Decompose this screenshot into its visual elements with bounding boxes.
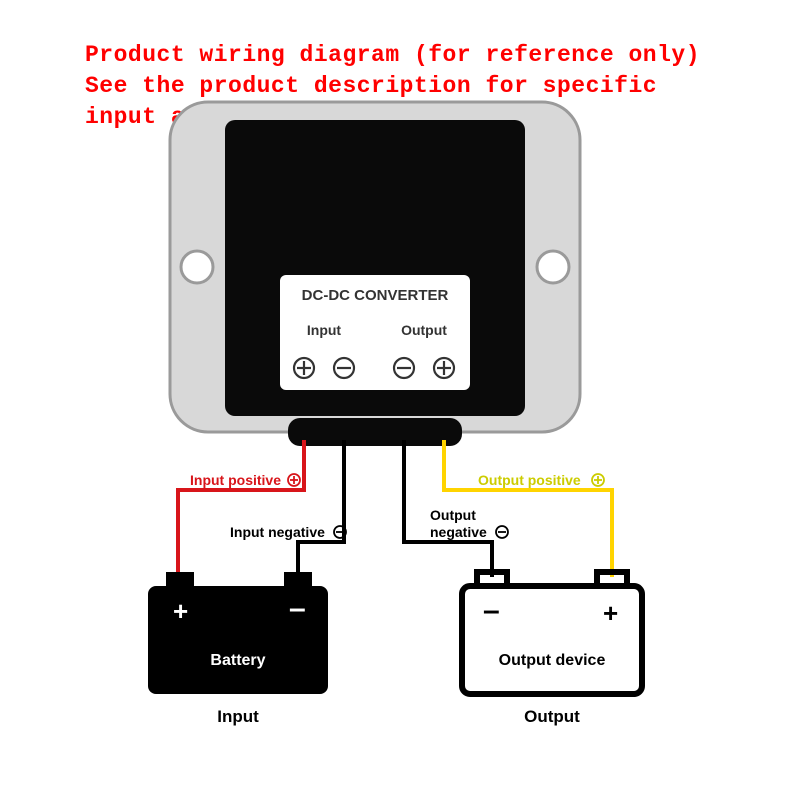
battery-label: Battery [210,652,265,669]
wire-label-output-negative-l2: negative [430,524,487,540]
svg-text:+: + [603,598,618,628]
battery-sublabel: Input [217,707,259,726]
svg-text:–: – [289,592,306,625]
wire-input-positive [178,440,304,577]
converter-output-label: Output [401,322,447,338]
converter-input-label: Input [307,322,342,338]
converter-title: DC-DC CONVERTER [302,287,449,304]
wire-label-input-positive: Input positive [190,472,281,488]
battery-block: + – Battery Input [148,572,328,726]
wire-label-input-negative: Input negative [230,524,325,540]
output-device-label: Output device [499,652,606,669]
svg-text:+: + [173,596,188,626]
wire-label-output-negative-l1: Output [430,507,476,523]
converter-housing: DC-DC CONVERTER Input Output [170,102,580,446]
output-device-sublabel: Output [524,707,580,726]
wire-label-output-positive: Output positive [478,472,581,488]
output-device-block: – + Output device Output [462,572,642,726]
svg-text:–: – [483,594,500,627]
wiring-diagram-svg: DC-DC CONVERTER Input Output [0,0,800,800]
